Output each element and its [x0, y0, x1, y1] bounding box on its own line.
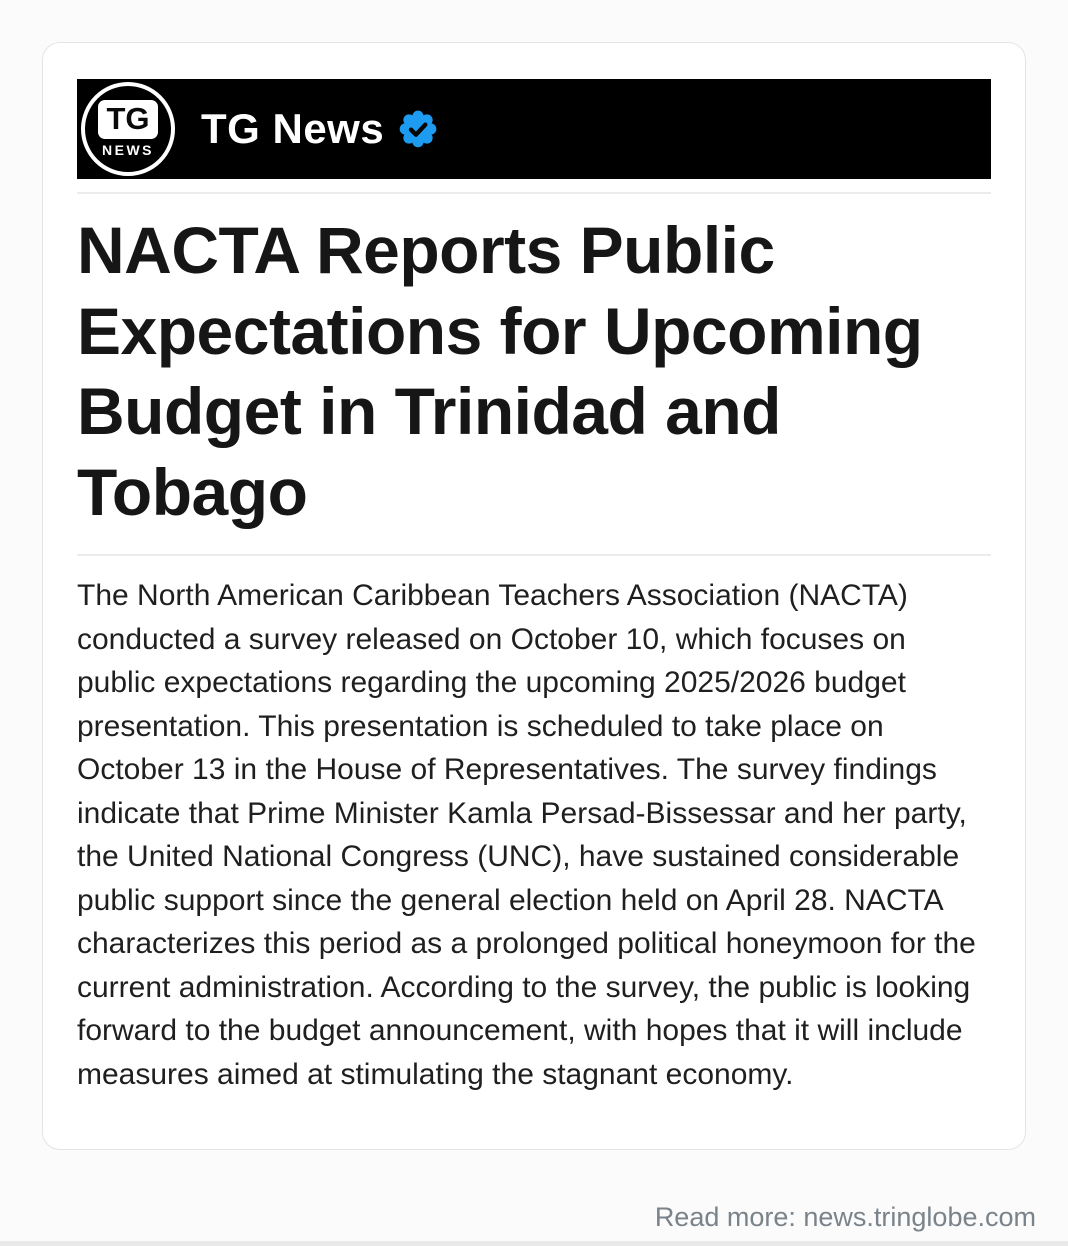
header-bar: TG NEWS TG News [77, 79, 991, 179]
logo-tg-text: TG [98, 100, 158, 139]
headline-divider [77, 554, 991, 557]
news-card: TG NEWS TG News NACTA Reports Public Exp… [42, 42, 1026, 1150]
article-headline: NACTA Reports Public Expectations for Up… [77, 213, 923, 529]
read-more-link[interactable]: Read more: news.tringlobe.com [654, 1202, 1036, 1232]
verified-badge-icon [399, 110, 437, 148]
tg-news-logo: TG NEWS [81, 82, 175, 176]
logo-news-text: NEWS [102, 141, 154, 158]
header-divider [77, 192, 991, 194]
brand-name: TG News [201, 105, 385, 152]
article-body: The North American Caribbean Teachers As… [77, 579, 976, 1091]
bottom-edge-strip [0, 1241, 1068, 1246]
